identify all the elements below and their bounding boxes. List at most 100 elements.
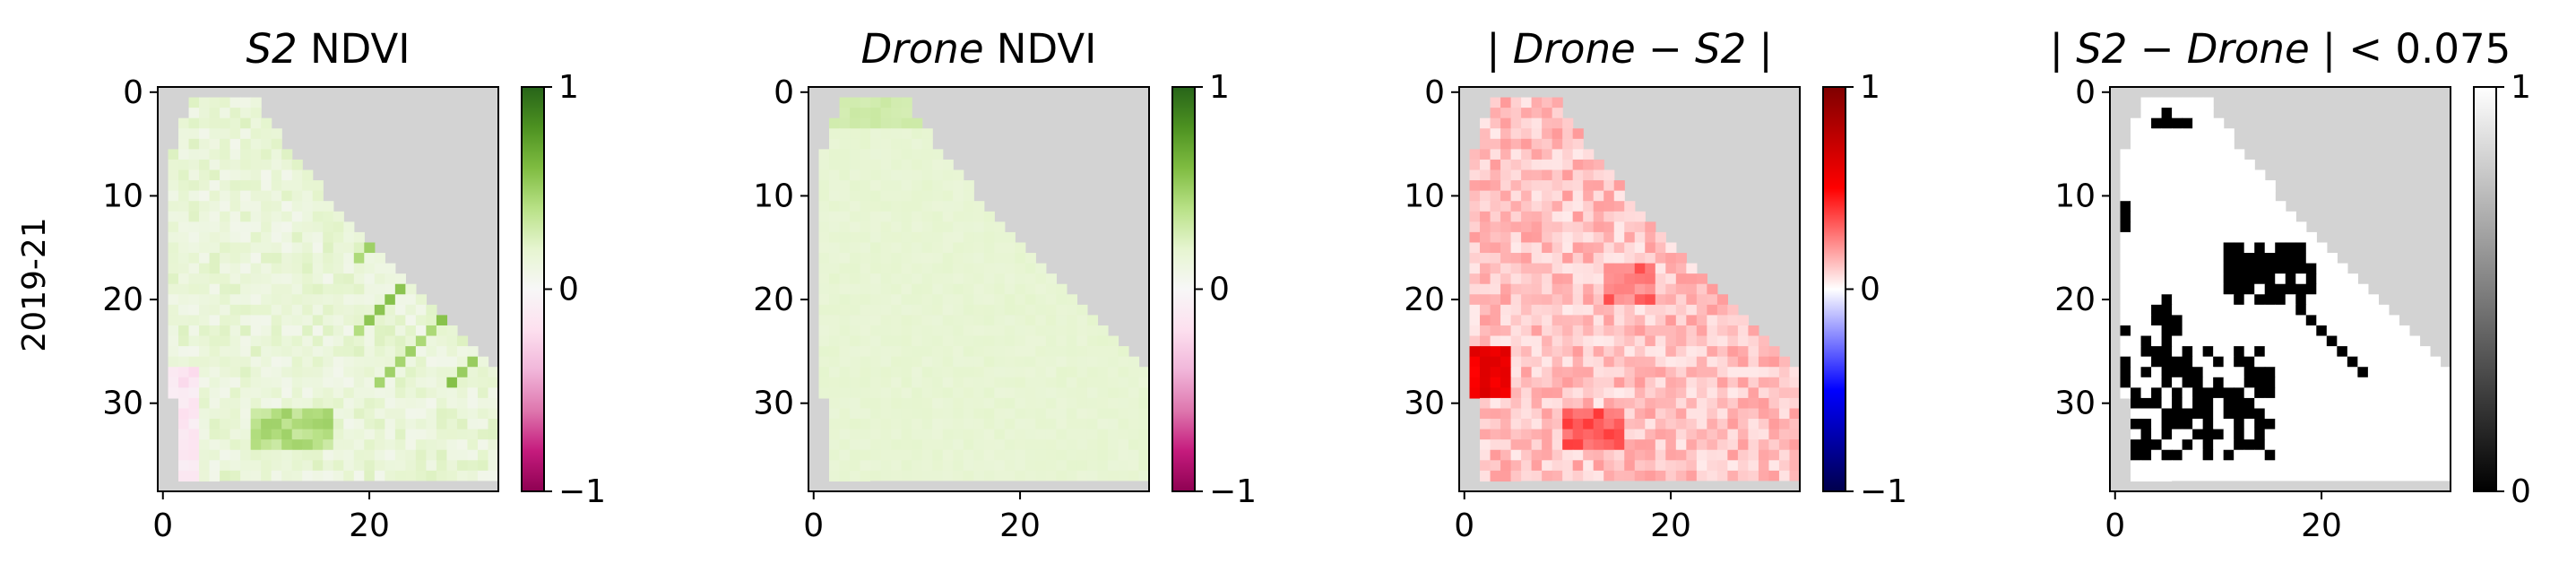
heatmap-cell xyxy=(1645,253,1656,264)
heatmap-cell xyxy=(2367,419,2379,430)
heatmap-cell xyxy=(1500,169,1512,181)
heatmap-cells xyxy=(818,97,1150,482)
heatmap-cell xyxy=(912,263,923,274)
heatmap-cell xyxy=(850,439,861,451)
heatmap-cell xyxy=(818,283,830,295)
heatmap-cell xyxy=(901,408,912,420)
heatmap-cell xyxy=(839,419,851,430)
heatmap-cell xyxy=(860,367,871,378)
heatmap-cell xyxy=(323,419,334,430)
heatmap-cell xyxy=(2131,367,2142,378)
heatmap-cell xyxy=(261,117,272,129)
heatmap-cell xyxy=(2316,419,2328,430)
heatmap-cell xyxy=(953,253,964,264)
heatmap-cell xyxy=(1035,449,1047,461)
heatmap-cell xyxy=(2120,273,2131,285)
heatmap-cell xyxy=(1624,419,1636,430)
heatmap-cell xyxy=(2161,253,2173,264)
heatmap-cell xyxy=(2161,138,2173,150)
heatmap-cell xyxy=(1045,346,1057,358)
heatmap-cell xyxy=(880,294,892,306)
heatmap-cell xyxy=(818,356,830,368)
heatmap-cell xyxy=(467,439,479,451)
heatmap-cell xyxy=(2357,283,2369,295)
heatmap-cell xyxy=(932,304,944,317)
heatmap-cell xyxy=(333,325,344,337)
heatmap-cell xyxy=(291,294,303,306)
heatmap-cell xyxy=(1572,221,1584,233)
heatmap-cell xyxy=(891,253,903,264)
heatmap-cell xyxy=(921,273,933,285)
heatmap-cell xyxy=(953,356,964,368)
heatmap-cell xyxy=(973,439,985,451)
heatmap-cell xyxy=(973,429,985,440)
heatmap-cell xyxy=(1086,335,1099,347)
heatmap-cell xyxy=(2243,325,2255,337)
heatmap-cell xyxy=(839,201,851,212)
heatmap-cell xyxy=(2326,397,2338,410)
heatmap-cell xyxy=(188,180,200,192)
heatmap-cell xyxy=(1086,470,1099,482)
heatmap-cell xyxy=(220,294,231,306)
heatmap-cell xyxy=(839,117,851,129)
heatmap-cell xyxy=(1035,367,1047,378)
heatmap-cell xyxy=(901,221,912,233)
heatmap-cell xyxy=(240,231,252,244)
heatmap-cell xyxy=(912,273,923,285)
colorbar xyxy=(1822,86,1846,492)
heatmap-cell xyxy=(1066,449,1077,461)
heatmap-cell xyxy=(250,97,262,108)
heatmap-cell xyxy=(415,387,427,399)
heatmap-cell xyxy=(2305,356,2317,368)
heatmap-cell xyxy=(1076,315,1088,326)
heatmap-cell xyxy=(2305,387,2317,399)
heatmap-cell xyxy=(385,346,396,358)
heatmap-cell xyxy=(2223,429,2235,440)
heatmap-cell xyxy=(2223,201,2235,212)
heatmap-cell xyxy=(2172,273,2183,285)
heatmap-cell xyxy=(1469,377,1481,388)
heatmap-cell xyxy=(2399,460,2410,472)
heatmap-cell xyxy=(2140,221,2152,233)
heatmap-cell xyxy=(973,346,985,358)
heatmap-cell xyxy=(912,377,923,388)
heatmap-cell xyxy=(1696,460,1707,472)
heatmap-cell xyxy=(343,356,355,368)
heatmap-cell xyxy=(1045,408,1057,420)
heatmap-cell xyxy=(385,325,396,337)
heatmap-cell xyxy=(353,283,365,295)
heatmap-cell xyxy=(2388,408,2400,420)
heatmap-cell xyxy=(818,325,830,337)
heatmap-cell xyxy=(343,439,355,451)
heatmap-cell xyxy=(2140,128,2152,140)
heatmap-cell xyxy=(818,377,830,388)
heatmap-cell xyxy=(250,138,262,150)
heatmap-cell xyxy=(2223,231,2235,244)
heatmap-cell xyxy=(942,273,954,285)
heatmap-cell xyxy=(1531,429,1543,440)
heatmap-cell xyxy=(880,159,892,171)
heatmap-cell xyxy=(1675,315,1687,326)
heatmap-cell xyxy=(1645,335,1656,347)
heatmap-cell xyxy=(2243,201,2255,212)
y-tick-label: 20 xyxy=(753,282,794,318)
heatmap-cell xyxy=(932,169,944,181)
heatmap-cell xyxy=(2140,449,2152,461)
heatmap-cell xyxy=(250,283,262,295)
heatmap-cell xyxy=(1655,408,1666,420)
heatmap-cell xyxy=(2295,377,2307,388)
heatmap-cell xyxy=(932,190,944,202)
heatmap-cell xyxy=(2131,128,2142,140)
heatmap-cell xyxy=(1542,325,1553,337)
heatmap-cell xyxy=(312,325,324,337)
heatmap-cell xyxy=(2316,294,2328,306)
heatmap-cell xyxy=(271,180,282,192)
heatmap-cell xyxy=(2285,211,2296,222)
heatmap-cell xyxy=(932,408,944,420)
heatmap-cell xyxy=(1675,470,1687,482)
heatmap-cell xyxy=(1572,439,1584,451)
heatmap-cell xyxy=(850,470,861,482)
heatmap-cell xyxy=(178,377,190,388)
heatmap-cell xyxy=(1675,439,1687,451)
heatmap-cell xyxy=(1138,460,1150,472)
